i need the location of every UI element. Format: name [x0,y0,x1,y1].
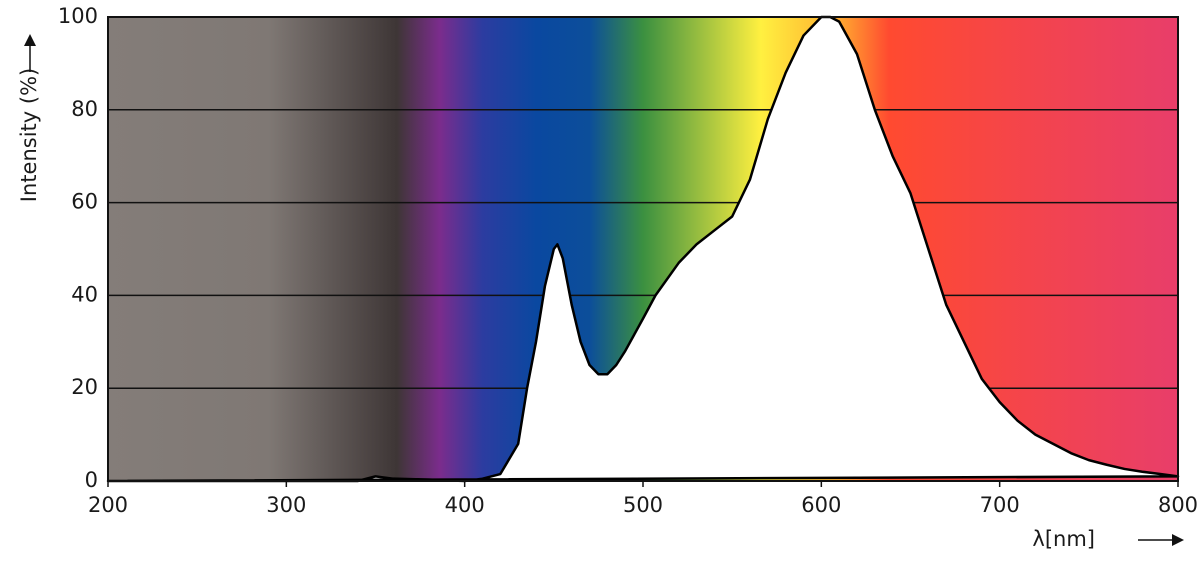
x-tick-label: 800 [1158,493,1198,517]
spectrum-area [106,15,1180,483]
x-axis-label: λ[nm] [1032,527,1095,551]
x-tick-label: 600 [801,493,841,517]
y-tick-label: 40 [71,282,98,306]
x-tick-label: 500 [623,493,663,517]
y-tick-label: 0 [85,468,98,492]
x-tick-label: 400 [445,493,485,517]
y-tick-label: 20 [71,375,98,399]
y-tick-label: 80 [71,97,98,121]
y-tick-label: 60 [71,190,98,214]
x-tick-label: 300 [266,493,306,517]
x-tick-label: 700 [980,493,1020,517]
y-arrowhead [24,34,36,46]
x-arrowhead [1172,534,1184,546]
y-axis-label: Intensity (%) [17,68,41,202]
y-tick-label: 100 [58,4,98,28]
x-tick-label: 200 [88,493,128,517]
